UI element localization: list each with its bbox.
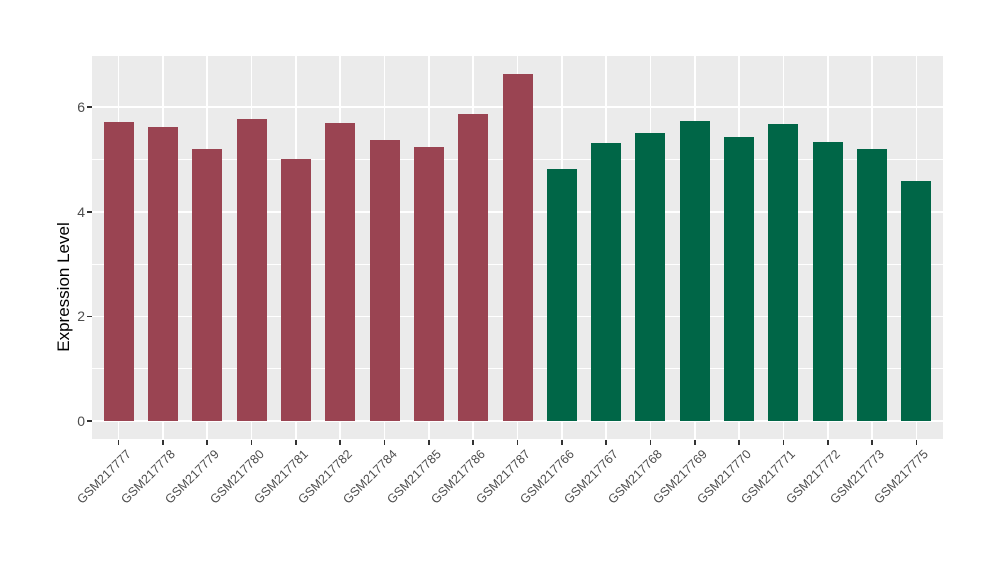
bar-GSM217769 [679, 121, 710, 421]
bar-GSM217771 [768, 123, 799, 421]
y-axis-title: Expression Level [54, 222, 73, 352]
bar-GSM217773 [857, 148, 888, 421]
plot-panel [92, 56, 943, 439]
bar-GSM217778 [147, 126, 178, 421]
bar-GSM217779 [192, 148, 223, 421]
x-tick-mark-GSM217769 [694, 440, 696, 445]
bar-GSM217768 [635, 133, 666, 421]
x-tick-mark-GSM217784 [383, 440, 386, 445]
bar-GSM217782 [325, 122, 356, 421]
x-tick-mark-GSM217772 [827, 440, 829, 445]
bar-GSM217770 [724, 137, 755, 421]
x-tick-mark-GSM217780 [250, 440, 253, 445]
x-tick-mark-GSM217778 [162, 440, 164, 445]
x-tick-mark-GSM217781 [295, 440, 297, 445]
x-tick-mark-GSM217777 [117, 440, 120, 445]
x-tick-mark-GSM217773 [871, 440, 873, 445]
x-tick-mark-GSM217779 [206, 440, 208, 445]
bar-GSM217777 [103, 121, 134, 421]
x-tick-mark-GSM217768 [649, 440, 652, 445]
x-tick-mark-GSM217771 [782, 440, 785, 445]
bar-GSM217786 [458, 113, 489, 421]
x-tick-mark-GSM217782 [339, 440, 341, 445]
y-tick-mark-0 [86, 420, 92, 422]
y-tick-label-0: 0 [77, 413, 85, 429]
y-tick-label-4: 4 [77, 203, 85, 220]
bar-GSM217772 [812, 141, 843, 421]
y-tick-mark-6 [86, 106, 92, 108]
bar-GSM217767 [591, 143, 622, 421]
x-tick-mark-GSM217766 [561, 440, 563, 445]
y-tick-label-2: 2 [77, 308, 85, 325]
x-tick-mark-GSM217787 [516, 440, 519, 445]
x-tick-mark-GSM217785 [428, 440, 430, 445]
bar-GSM217781 [280, 158, 311, 421]
bar-GSM217766 [546, 168, 577, 421]
bar-GSM217787 [502, 74, 533, 421]
y-tick-label-6: 6 [77, 99, 85, 116]
x-tick-mark-GSM217786 [472, 440, 474, 445]
x-tick-mark-GSM217775 [915, 440, 918, 445]
bar-GSM217784 [369, 140, 400, 421]
bar-GSM217785 [413, 147, 444, 421]
x-tick-mark-GSM217770 [738, 440, 740, 445]
y-tick-mark-2 [86, 315, 92, 318]
bar-GSM217780 [236, 119, 267, 421]
bar-GSM217775 [901, 181, 932, 421]
x-tick-mark-GSM217767 [605, 440, 607, 445]
y-tick-mark-4 [86, 211, 92, 213]
